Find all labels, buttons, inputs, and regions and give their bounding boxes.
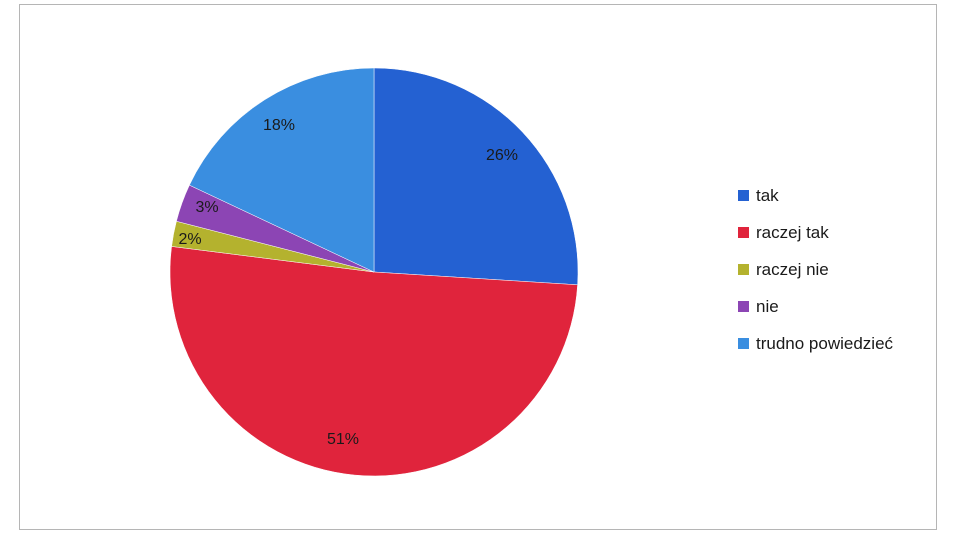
- pie-slice-raczej-tak: [169, 246, 578, 477]
- legend-item-raczej-tak: raczej tak: [738, 223, 948, 242]
- legend-label: tak: [756, 185, 779, 205]
- pie-slice-tak: [373, 67, 579, 286]
- data-label-nie: 3%: [195, 199, 218, 216]
- legend-swatch: [738, 301, 749, 312]
- legend-label: trudno powiedzieć: [756, 333, 894, 353]
- data-label-raczej-tak: 51%: [327, 431, 359, 448]
- legend-item-raczej-nie: raczej nie: [738, 260, 948, 279]
- legend-swatch: [738, 338, 749, 349]
- legend-item-nie: nie: [738, 297, 948, 316]
- legend-swatch: [738, 264, 749, 275]
- data-label-tak: 26%: [486, 147, 518, 164]
- legend-swatch: [738, 227, 749, 238]
- pie-slices: [169, 67, 579, 477]
- pie-slice-trudno-powiedziec: [189, 67, 375, 273]
- legend-swatch: [738, 190, 749, 201]
- legend: tak raczej tak raczej nie nie trudno pow…: [738, 186, 948, 371]
- legend-item-trudno-powiedziec: trudno powiedzieć: [738, 334, 948, 353]
- pie-data-labels: 26% 51% 2% 3% 18%: [178, 117, 518, 448]
- legend-label: nie: [756, 296, 779, 316]
- legend-label: raczej tak: [756, 222, 829, 242]
- legend-item-tak: tak: [738, 186, 948, 205]
- data-label-trudno-powiedziec: 18%: [263, 117, 295, 134]
- legend-label: raczej nie: [756, 259, 829, 279]
- data-label-raczej-nie: 2%: [178, 231, 201, 248]
